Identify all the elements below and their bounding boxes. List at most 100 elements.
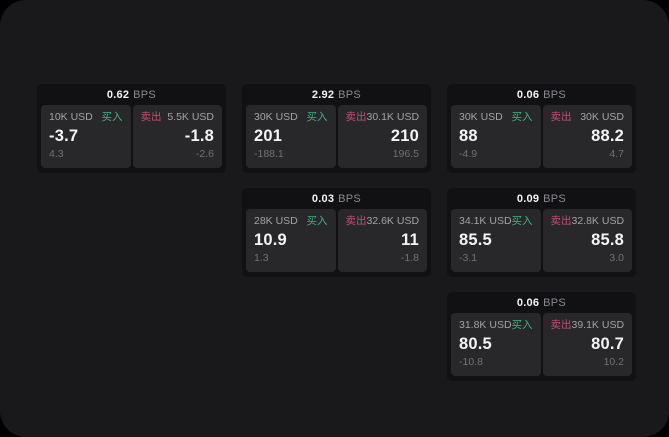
sell-quote-panel[interactable]: 卖出 30K USD 88.2 4.7 <box>542 105 632 168</box>
buy-change: 1.3 <box>254 252 269 264</box>
sell-amount: 32.8K USD <box>571 215 625 227</box>
quote-card: 0.62 BPS 10K USD 买入 -3.7 4.3 卖出 5.5K USD… <box>37 84 226 173</box>
buy-amount: 34.1K USD <box>459 215 512 227</box>
buy-side-label: 买入 <box>101 111 123 123</box>
sell-side-label: 卖出 <box>345 215 367 227</box>
buy-price: 201 <box>254 126 283 145</box>
quote-panels: 34.1K USD 买入 85.5 -3.1 卖出 32.8K USD 85.8… <box>447 209 636 277</box>
buy-side-label: 买入 <box>511 111 533 123</box>
buy-price: -3.7 <box>49 126 79 145</box>
buy-change: -188.1 <box>254 148 284 160</box>
bps-value: 0.06 <box>516 88 540 101</box>
card-header: 0.62 BPS <box>37 84 226 105</box>
bps-unit-label: BPS <box>338 88 362 101</box>
buy-panel-top: 31.8K USD 买入 <box>459 319 533 332</box>
buy-panel-top: 28K USD 买入 <box>254 215 328 228</box>
sell-change: 196.5 <box>392 148 419 160</box>
quote-panels: 30K USD 买入 88 -4.9 卖出 30K USD 88.2 4.7 <box>447 105 636 173</box>
sell-amount: 30K USD <box>580 111 624 123</box>
buy-change: -4.9 <box>459 148 478 160</box>
buy-amount: 10K USD <box>49 111 93 123</box>
sell-panel-top: 卖出 30.1K USD <box>346 111 420 124</box>
buy-side-label: 买入 <box>511 215 533 227</box>
buy-price: 88 <box>459 126 478 145</box>
sell-price: 85.8 <box>591 230 624 249</box>
sell-quote-panel[interactable]: 卖出 32.6K USD 11 -1.8 <box>337 209 427 272</box>
sell-panel-top: 卖出 30K USD <box>551 111 625 124</box>
sell-quote-panel[interactable]: 卖出 30.1K USD 210 196.5 <box>337 105 427 168</box>
quote-panels: 31.8K USD 买入 80.5 -10.8 卖出 39.1K USD 80.… <box>447 313 636 381</box>
buy-panel-top: 30K USD 买入 <box>459 111 533 124</box>
bps-unit-label: BPS <box>543 296 567 309</box>
sell-price: 80.7 <box>591 334 624 353</box>
sell-quote-panel[interactable]: 卖出 5.5K USD -1.8 -2.6 <box>132 105 222 168</box>
buy-amount: 28K USD <box>254 215 298 227</box>
sell-amount: 39.1K USD <box>571 319 625 331</box>
buy-change: -10.8 <box>459 356 483 368</box>
bps-value: 0.62 <box>106 88 130 101</box>
bps-unit-label: BPS <box>543 88 567 101</box>
buy-amount: 31.8K USD <box>459 319 512 331</box>
buy-price: 10.9 <box>254 230 287 249</box>
bps-value: 0.06 <box>516 296 540 309</box>
buy-quote-panel[interactable]: 34.1K USD 买入 85.5 -3.1 <box>451 209 541 272</box>
buy-amount: 30K USD <box>254 111 298 123</box>
bps-value: 0.09 <box>516 192 540 205</box>
buy-quote-panel[interactable]: 31.8K USD 买入 80.5 -10.8 <box>451 313 541 376</box>
sell-quote-panel[interactable]: 卖出 32.8K USD 85.8 3.0 <box>542 209 632 272</box>
buy-quote-panel[interactable]: 28K USD 买入 10.9 1.3 <box>246 209 336 272</box>
sell-change: -2.6 <box>195 148 214 160</box>
sell-price: -1.8 <box>184 126 214 145</box>
buy-side-label: 买入 <box>511 319 533 331</box>
buy-panel-top: 34.1K USD 买入 <box>459 215 533 228</box>
sell-panel-top: 卖出 39.1K USD <box>551 319 625 332</box>
sell-amount: 32.6K USD <box>366 215 420 227</box>
bps-value: 0.03 <box>311 192 335 205</box>
sell-side-label: 卖出 <box>140 111 162 123</box>
quote-card: 2.92 BPS 30K USD 买入 201 -188.1 卖出 30.1K … <box>242 84 431 173</box>
buy-change: 4.3 <box>49 148 64 160</box>
sell-price: 11 <box>401 230 419 249</box>
buy-amount: 30K USD <box>459 111 503 123</box>
quote-card: 0.09 BPS 34.1K USD 买入 85.5 -3.1 卖出 32.8K… <box>447 188 636 277</box>
buy-price: 85.5 <box>459 230 492 249</box>
quote-panels: 30K USD 买入 201 -188.1 卖出 30.1K USD 210 1… <box>242 105 431 173</box>
card-header: 0.06 BPS <box>447 84 636 105</box>
buy-side-label: 买入 <box>306 111 328 123</box>
buy-quote-panel[interactable]: 30K USD 买入 201 -188.1 <box>246 105 336 168</box>
quote-panels: 28K USD 买入 10.9 1.3 卖出 32.6K USD 11 -1.8 <box>242 209 431 277</box>
card-header: 0.03 BPS <box>242 188 431 209</box>
sell-change: -1.8 <box>400 252 419 264</box>
buy-quote-panel[interactable]: 30K USD 买入 88 -4.9 <box>451 105 541 168</box>
buy-side-label: 买入 <box>306 215 328 227</box>
card-header: 2.92 BPS <box>242 84 431 105</box>
card-header: 0.06 BPS <box>447 292 636 313</box>
buy-price: 80.5 <box>459 334 492 353</box>
buy-quote-panel[interactable]: 10K USD 买入 -3.7 4.3 <box>41 105 131 168</box>
sell-change: 4.7 <box>609 148 624 160</box>
sell-price: 88.2 <box>591 126 624 145</box>
quote-card: 0.03 BPS 28K USD 买入 10.9 1.3 卖出 32.6K US… <box>242 188 431 277</box>
sell-side-label: 卖出 <box>550 319 572 331</box>
sell-side-label: 卖出 <box>550 215 572 227</box>
quote-card: 0.06 BPS 30K USD 买入 88 -4.9 卖出 30K USD 8… <box>447 84 636 173</box>
sell-change: 10.2 <box>603 356 624 368</box>
sell-panel-top: 卖出 5.5K USD <box>141 111 215 124</box>
sell-change: 3.0 <box>609 252 624 264</box>
buy-panel-top: 10K USD 买入 <box>49 111 123 124</box>
bps-unit-label: BPS <box>338 192 362 205</box>
sell-panel-top: 卖出 32.8K USD <box>551 215 625 228</box>
sell-amount: 30.1K USD <box>366 111 420 123</box>
bps-unit-label: BPS <box>543 192 567 205</box>
buy-panel-top: 30K USD 买入 <box>254 111 328 124</box>
sell-price: 210 <box>390 126 419 145</box>
buy-change: -3.1 <box>459 252 478 264</box>
sell-side-label: 卖出 <box>345 111 367 123</box>
quote-panels: 10K USD 买入 -3.7 4.3 卖出 5.5K USD -1.8 -2.… <box>37 105 226 173</box>
bps-unit-label: BPS <box>133 88 157 101</box>
sell-side-label: 卖出 <box>550 111 572 123</box>
sell-quote-panel[interactable]: 卖出 39.1K USD 80.7 10.2 <box>542 313 632 376</box>
card-header: 0.09 BPS <box>447 188 636 209</box>
